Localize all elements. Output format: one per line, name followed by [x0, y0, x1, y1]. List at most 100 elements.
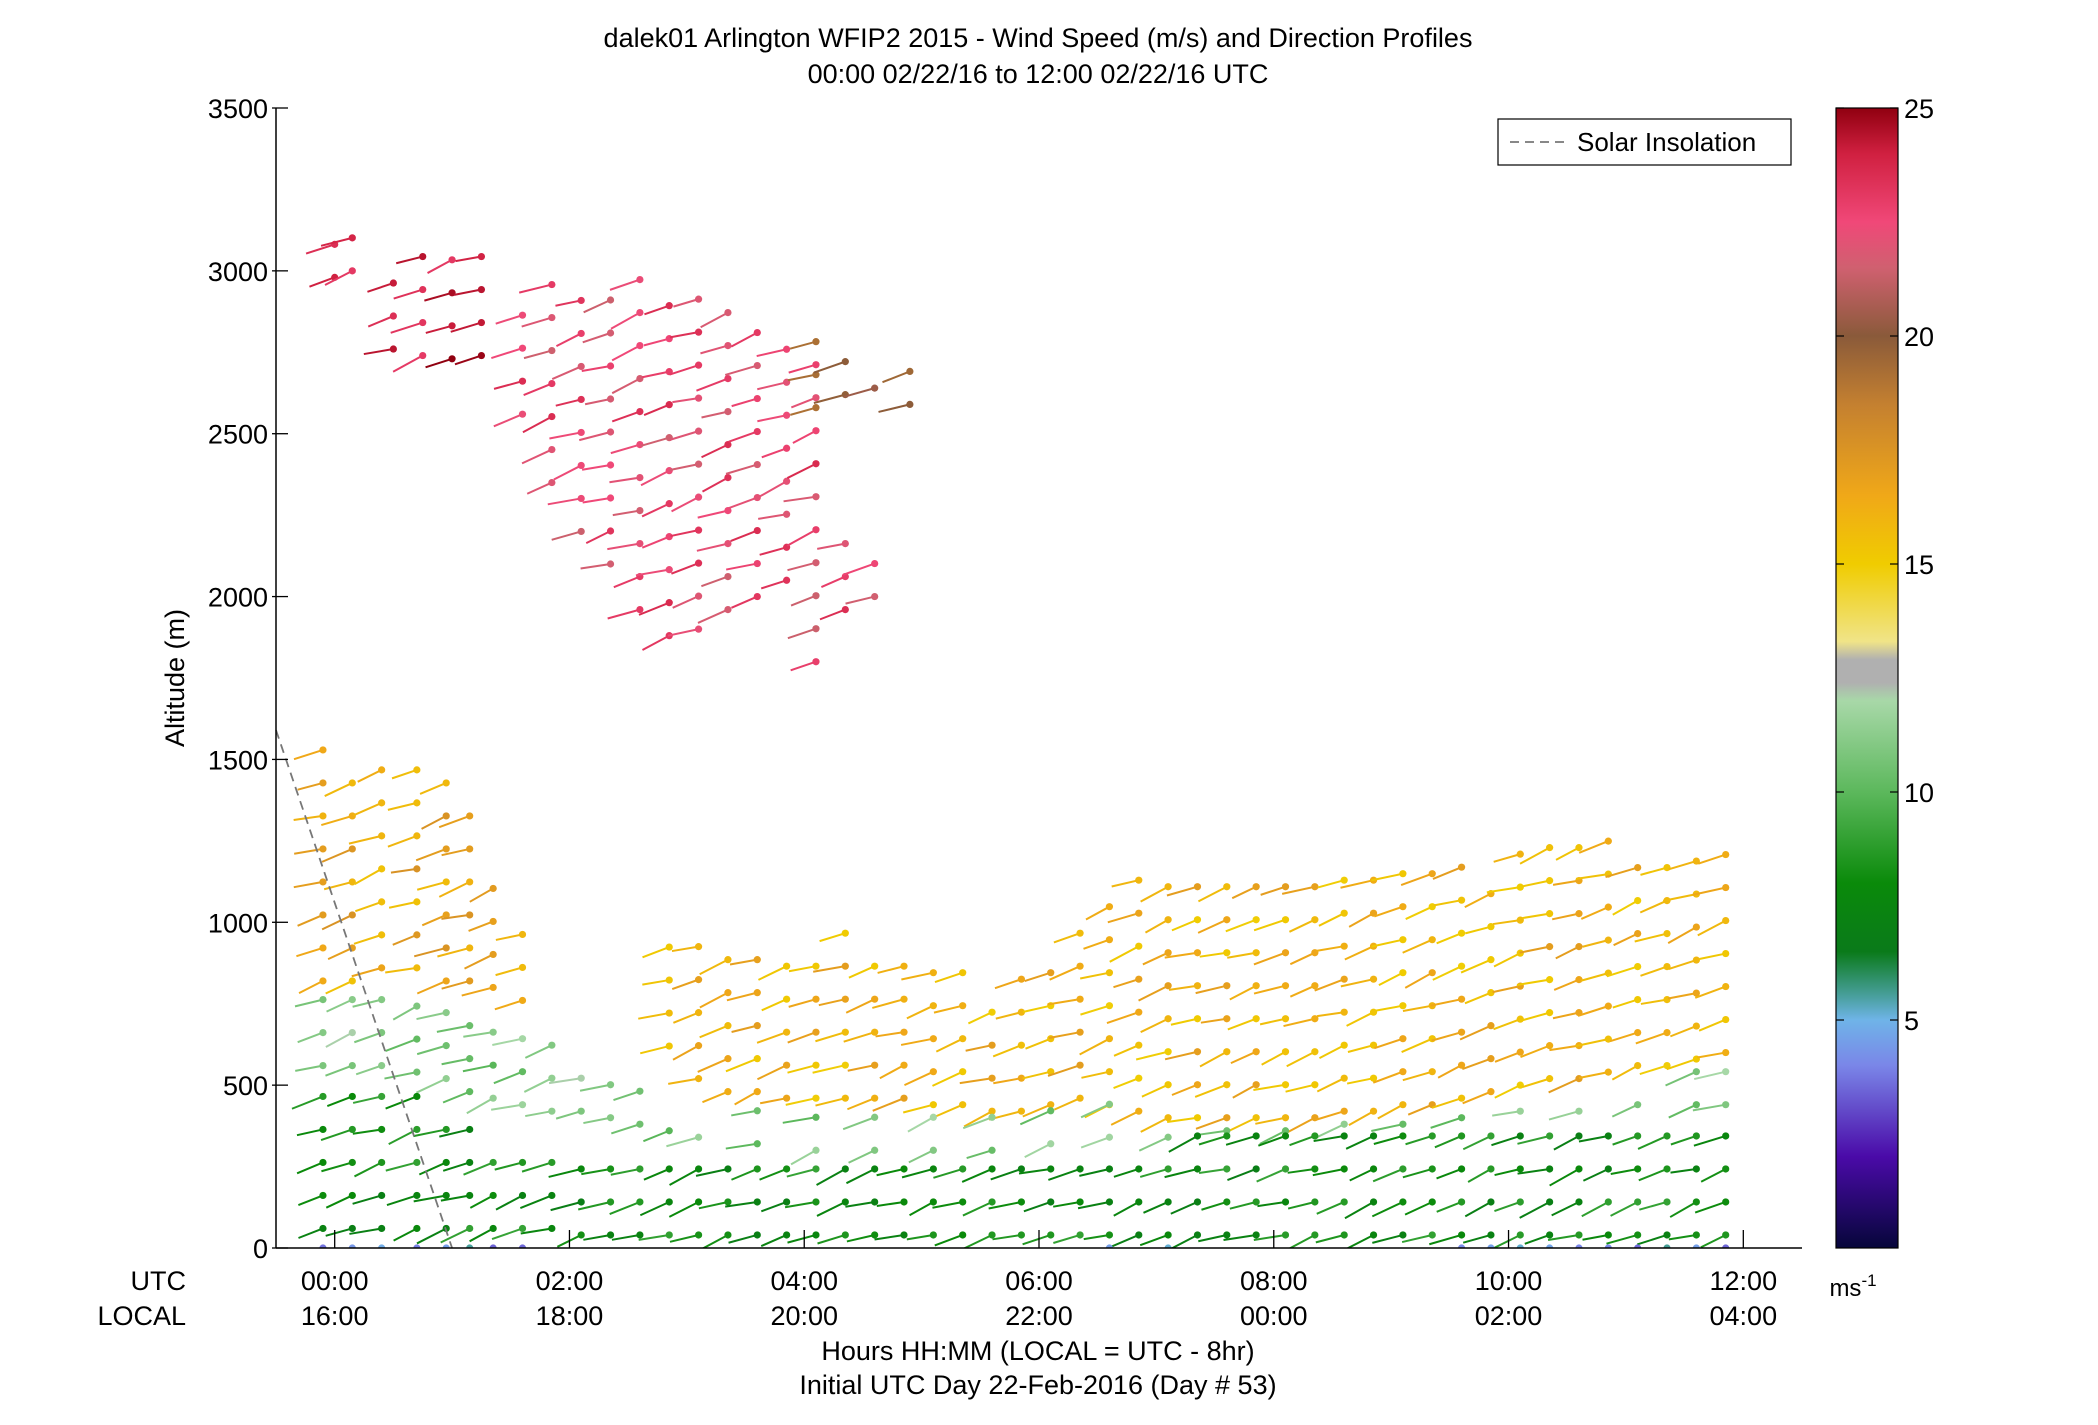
barb-point — [1369, 1198, 1378, 1206]
wind-barb — [1491, 1135, 1521, 1147]
wind-barb — [1493, 1234, 1521, 1248]
barb-point — [1105, 1198, 1114, 1206]
barb-point — [1281, 982, 1290, 990]
wind-barb — [1662, 893, 1697, 902]
wind-barb — [1083, 1233, 1110, 1241]
barb-point — [1369, 1231, 1378, 1239]
wind-barb — [295, 1064, 324, 1072]
wind-barb — [1340, 978, 1374, 988]
wind-barb — [901, 971, 934, 981]
wind-barb — [1372, 1070, 1404, 1084]
wind-barb — [701, 443, 729, 459]
x-tick-label-local: 00:00 — [1240, 1301, 1308, 1331]
barb-point — [1722, 1048, 1730, 1057]
barb-point — [477, 285, 486, 294]
wind-barb — [363, 348, 394, 356]
barb-point — [1546, 1132, 1554, 1140]
barb-point — [900, 1231, 908, 1239]
wind-barb — [933, 1168, 963, 1179]
wind-barb — [325, 1031, 353, 1048]
wind-barb — [611, 344, 641, 362]
barb-point — [1692, 1022, 1700, 1030]
barb-point — [694, 361, 703, 369]
wind-barb — [490, 1103, 523, 1111]
wind-barb — [325, 1064, 353, 1077]
barb-point — [694, 625, 703, 633]
barb-point — [389, 279, 397, 287]
wind-barb — [416, 880, 447, 891]
wind-barb — [1107, 1234, 1140, 1248]
barb-point — [1428, 1198, 1436, 1206]
barb-point — [694, 1075, 703, 1083]
barb-point — [1692, 1231, 1700, 1239]
barb-point — [694, 1165, 703, 1173]
wind-barb — [879, 1064, 905, 1080]
wind-barb — [1230, 1050, 1257, 1065]
barb-point — [518, 1035, 527, 1043]
wind-barb — [668, 1077, 699, 1085]
wind-barb — [1111, 879, 1140, 888]
wind-barb — [1080, 1004, 1110, 1016]
barb-point — [1516, 1165, 1524, 1173]
wind-barb — [1548, 1110, 1580, 1121]
wind-barb — [553, 464, 582, 481]
barb-point — [929, 1068, 937, 1076]
wind-barb — [1465, 925, 1492, 935]
wind-barb — [1106, 1011, 1140, 1024]
wind-barb — [1661, 1247, 1668, 1248]
barb-point — [1105, 1244, 1114, 1248]
wind-barb — [786, 462, 817, 479]
wind-barb — [441, 913, 470, 920]
wind-barb — [669, 1168, 700, 1186]
wind-barb — [696, 542, 729, 552]
barb-point — [1604, 1244, 1612, 1248]
wind-barb — [1316, 1201, 1345, 1215]
wind-barb — [610, 443, 641, 455]
wind-barb — [962, 1234, 993, 1248]
barb-point — [518, 344, 527, 352]
barb-point — [577, 494, 585, 503]
x-axis-label-day: Initial UTC Day 22-Feb-2016 (Day # 53) — [799, 1370, 1276, 1400]
barb-point — [812, 995, 820, 1003]
barb-point — [548, 412, 556, 421]
barb-point — [577, 296, 585, 305]
wind-barb — [1467, 1168, 1492, 1183]
barb-point — [636, 1198, 644, 1206]
barb-point — [348, 878, 356, 886]
barb-point — [636, 276, 644, 284]
barb-point — [841, 540, 849, 548]
barb-point — [929, 1035, 937, 1043]
barb-point — [1516, 883, 1524, 891]
wind-barb — [900, 1037, 934, 1046]
wind-barb — [725, 1200, 758, 1208]
barb-point — [466, 845, 474, 853]
barb-point — [606, 461, 615, 469]
wind-barb — [1582, 1168, 1609, 1182]
wind-barb — [548, 1168, 582, 1178]
barb-point — [548, 478, 556, 487]
y-tick-label: 2500 — [208, 420, 268, 450]
barb-point — [929, 1165, 937, 1173]
barb-point — [1135, 975, 1143, 983]
wind-barb — [583, 1233, 611, 1241]
barb-point — [1135, 1041, 1143, 1049]
wind-barb — [757, 480, 788, 499]
wind-barb — [1143, 1201, 1169, 1214]
wind-barb — [1079, 1037, 1110, 1056]
wind-barb — [1225, 918, 1257, 933]
x-tick-label-utc: 08:00 — [1240, 1266, 1308, 1296]
wind-barb — [878, 403, 911, 413]
barb-point — [1017, 1074, 1025, 1082]
x-ticks: 00:00 16:00 02:00 18:00 04:00 20:00 06:00 22:00… — [301, 1230, 1777, 1331]
barb-point — [1135, 1198, 1143, 1206]
barb-point — [1105, 1133, 1114, 1141]
barb-point — [783, 510, 791, 518]
wind-barb — [1430, 998, 1462, 1007]
barb-point — [348, 1224, 356, 1233]
wind-barb — [612, 509, 641, 517]
wind-barb — [1522, 1077, 1550, 1088]
wind-barb — [815, 1031, 846, 1043]
barb-point — [548, 379, 556, 388]
wind-barb — [1286, 1116, 1316, 1134]
wind-barb — [325, 1227, 353, 1237]
